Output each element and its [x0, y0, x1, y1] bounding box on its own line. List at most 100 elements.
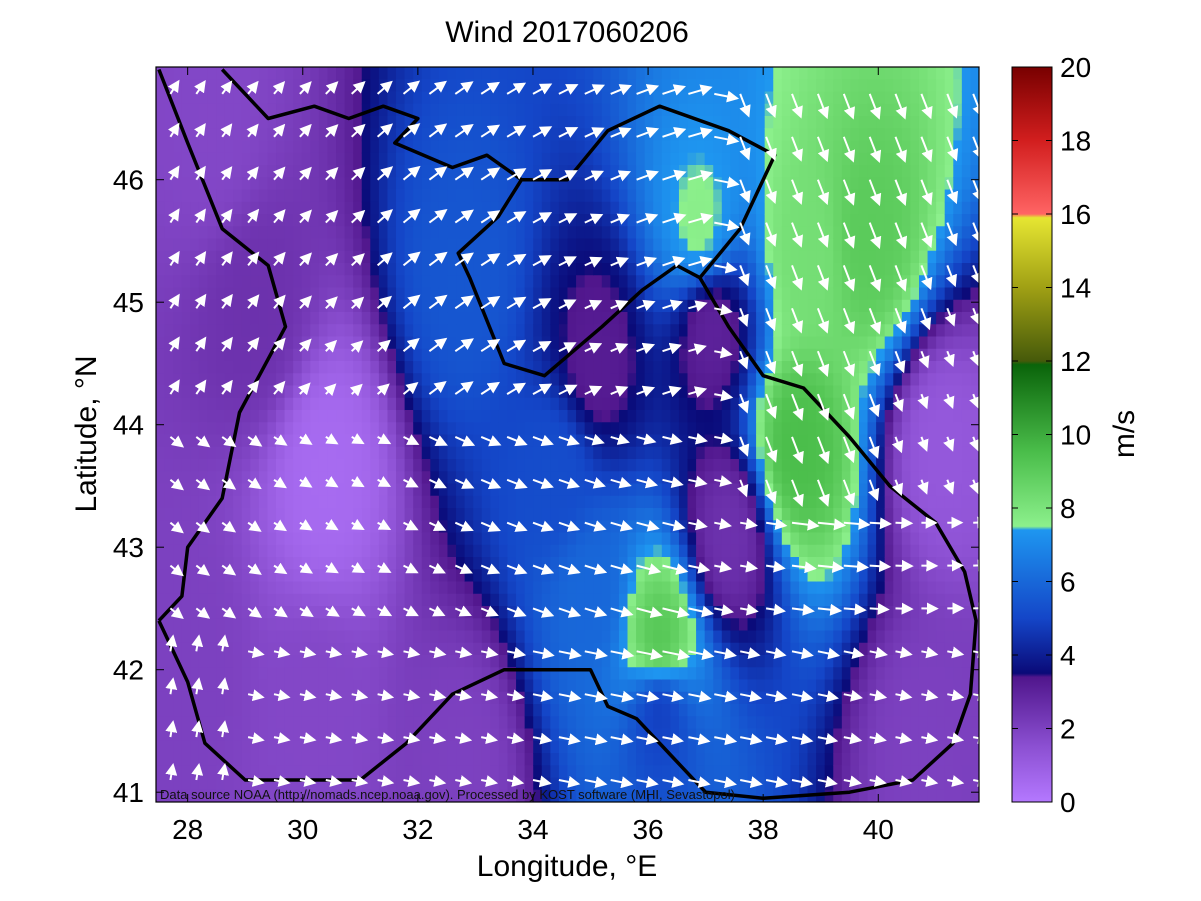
wind-speed-cell [198, 312, 209, 325]
wind-speed-cell [318, 618, 329, 632]
wind-speed-cell [850, 618, 860, 632]
wind-speed-cell [310, 434, 320, 448]
wind-speed-cell [473, 495, 483, 509]
wind-speed-cell [841, 79, 851, 93]
wind-speed-cell [396, 606, 406, 619]
wind-speed-cell [387, 593, 397, 607]
wind-speed-cell [816, 753, 826, 766]
wind-speed-cell [276, 569, 286, 583]
wind-speed-cell [258, 214, 269, 227]
wind-speed-cell [678, 679, 689, 693]
wind-speed-cell [267, 336, 277, 350]
wind-speed-cell [661, 691, 671, 705]
wind-speed-cell [841, 471, 851, 485]
wind-speed-cell [721, 630, 731, 644]
wind-speed-cell [361, 667, 371, 681]
wind-speed-cell [498, 103, 509, 117]
wind-speed-cell [207, 103, 217, 117]
wind-speed-cell [533, 520, 543, 534]
wind-speed-cell [473, 226, 483, 240]
wind-speed-cell [550, 299, 560, 313]
wind-speed-cell [353, 569, 363, 583]
wind-speed-cell [816, 655, 826, 668]
wind-speed-cell [404, 789, 414, 802]
wind-speed-cell [756, 373, 766, 387]
wind-speed-cell [601, 152, 611, 166]
wind-speed-cell [224, 446, 234, 460]
wind-speed-cell [738, 642, 749, 656]
wind-speed-cell [224, 495, 234, 509]
wind-speed-cell [353, 226, 363, 240]
wind-speed-cell [687, 79, 697, 93]
wind-speed-cell [378, 569, 389, 583]
wind-speed-cell [413, 544, 423, 558]
wind-speed-cell [841, 422, 851, 436]
wind-speed-cell [421, 201, 431, 215]
wind-speed-cell [824, 91, 834, 105]
wind-speed-cell [738, 201, 749, 215]
wind-speed-cell [541, 140, 551, 154]
wind-speed-cell [747, 667, 757, 681]
wind-speed-cell [490, 410, 500, 423]
wind-speed-cell [636, 459, 646, 472]
wind-speed-cell [533, 704, 543, 717]
wind-speed-cell [747, 532, 757, 546]
wind-speed-cell [164, 740, 174, 754]
wind-speed-cell [773, 606, 783, 619]
wind-speed-cell [824, 716, 834, 730]
wind-speed-cell [490, 581, 500, 595]
wind-speed-cell [490, 348, 500, 362]
wind-speed-cell [798, 275, 809, 289]
wind-speed-cell [293, 716, 303, 730]
wind-speed-cell [524, 336, 534, 350]
wind-speed-cell [618, 789, 629, 802]
wind-speed-cell [421, 373, 431, 387]
wind-speed-cell [198, 789, 209, 802]
wind-speed-cell [198, 91, 209, 105]
wind-speed-cell [224, 679, 234, 693]
wind-speed-cell [833, 226, 843, 240]
wind-speed-cell [233, 250, 243, 264]
wind-speed-cell [353, 373, 363, 387]
wind-speed-cell [576, 287, 586, 301]
wind-speed-cell [207, 373, 217, 387]
wind-speed-cell [558, 226, 569, 240]
wind-speed-cell [738, 520, 749, 534]
wind-speed-cell [824, 544, 834, 558]
wind-speed-cell [456, 753, 466, 766]
wind-speed-cell [816, 434, 826, 448]
wind-speed-cell [858, 655, 869, 668]
wind-speed-cell [653, 79, 663, 93]
wind-speed-cell [387, 348, 397, 362]
wind-speed-cell [678, 557, 689, 570]
wind-speed-cell [421, 520, 431, 534]
wind-speed-cell [584, 434, 594, 448]
wind-speed-cell [567, 557, 577, 570]
wind-speed-cell [173, 238, 183, 252]
wind-speed-cell [798, 520, 809, 534]
wind-speed-cell [301, 103, 311, 117]
wind-speed-cell [687, 532, 697, 546]
wind-speed-cell [241, 79, 251, 93]
wind-speed-cell [576, 348, 586, 362]
wind-speed-cell [464, 789, 474, 802]
wind-speed-cell [661, 446, 671, 460]
wind-speed-cell [224, 728, 234, 742]
wind-speed-cell [267, 459, 277, 472]
wind-speed-cell [241, 593, 251, 607]
wind-speed-cell [627, 67, 637, 80]
wind-speed-cell [310, 679, 320, 693]
wind-speed-cell [747, 91, 757, 105]
wind-speed-cell [644, 238, 654, 252]
wind-speed-cell [738, 324, 749, 338]
wind-speed-cell [396, 655, 406, 668]
wind-speed-cell [747, 471, 757, 485]
wind-speed-cell [533, 655, 543, 668]
wind-speed-cell [353, 789, 363, 802]
wind-speed-cell [661, 226, 671, 240]
wind-speed-cell [841, 299, 851, 313]
wind-speed-cell [353, 704, 363, 717]
wind-speed-cell [293, 336, 303, 350]
wind-speed-cell [567, 177, 577, 191]
wind-speed-cell [756, 312, 766, 325]
